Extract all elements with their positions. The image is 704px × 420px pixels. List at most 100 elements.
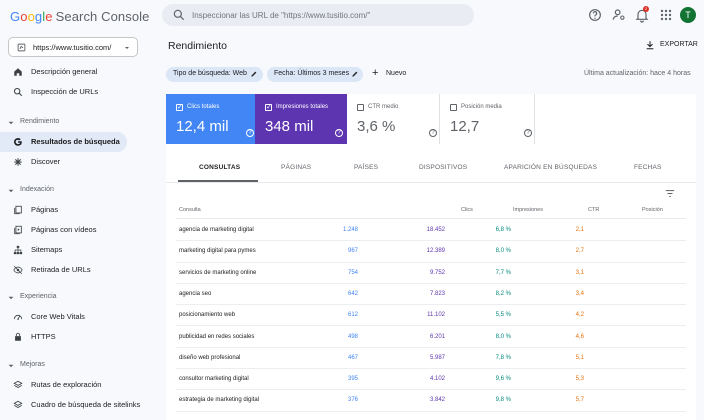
table-row[interactable]: publicidad en redes sociales 498 6.201 8,0 … bbox=[176, 327, 686, 348]
help-icon[interactable]: ? bbox=[429, 129, 437, 137]
url-inspection-input[interactable] bbox=[192, 7, 464, 23]
pages-icon bbox=[14, 205, 22, 215]
position-cell: 3,4 bbox=[575, 290, 584, 297]
account-avatar[interactable]: T bbox=[680, 7, 696, 23]
sidebar-item-overview[interactable]: Descripción general bbox=[0, 62, 127, 82]
ctr-cell: 9,6 % bbox=[495, 376, 511, 383]
sidebar-item-sitelinks-searchbox[interactable]: Cuadro de búsqueda de sitelinks bbox=[0, 395, 140, 415]
ctr-cell: 6,8 % bbox=[495, 227, 511, 233]
sidebar-item-breadcrumbs[interactable]: Rutas de exploración bbox=[0, 375, 127, 395]
sidebar-item-label: Retirada de URLs bbox=[31, 265, 91, 274]
impressions-cell: 6.201 bbox=[429, 333, 445, 340]
manage-users-icon[interactable] bbox=[611, 7, 627, 23]
query-cell: servicios de marketing online bbox=[179, 269, 257, 276]
active-tab-indicator bbox=[178, 180, 258, 182]
section-performance[interactable]: Rendimiento bbox=[0, 116, 140, 130]
filter-rows-icon[interactable] bbox=[665, 189, 675, 198]
section-enhancements[interactable]: Mejoras bbox=[0, 359, 140, 373]
help-icon[interactable] bbox=[587, 7, 603, 23]
notification-badge: 2 bbox=[643, 6, 649, 12]
position-cell: 2,1 bbox=[575, 227, 584, 233]
section-label: Experiencia bbox=[20, 293, 57, 300]
table-row[interactable]: estrategia de marketing digital 376 3.842 9… bbox=[176, 390, 686, 412]
metric-label: CTR medio bbox=[368, 104, 399, 110]
help-icon[interactable]: ? bbox=[246, 129, 254, 137]
position-cell: 2,7 bbox=[575, 248, 584, 255]
sidebar-item-video-pages[interactable]: Páginas con vídeos bbox=[0, 220, 127, 240]
asterisk-icon bbox=[14, 158, 22, 166]
chevron-down-icon bbox=[125, 47, 129, 49]
impressions-cell: 12.389 bbox=[426, 248, 445, 255]
table-row[interactable]: consultor marketing digital 395 4.102 9,6 %… bbox=[176, 369, 686, 391]
check-icon: ✓ bbox=[177, 104, 183, 111]
export-label: EXPORTAR bbox=[660, 41, 698, 48]
filter-chip-search-type[interactable]: Tipo de búsqueda: Web bbox=[166, 67, 263, 82]
section-experience[interactable]: Experiencia bbox=[0, 291, 140, 305]
tab-search-appearance[interactable]: APARICIÓN EN BÚSQUEDAS bbox=[504, 164, 598, 171]
sidebar-item-url-inspection[interactable]: Inspección de URLs bbox=[0, 82, 127, 102]
column-header-clicks[interactable]: Clics bbox=[461, 207, 473, 213]
layers-icon bbox=[13, 380, 23, 388]
sidebar-item-label: Rutas de exploración bbox=[31, 380, 102, 389]
tab-dates[interactable]: FECHAS bbox=[634, 164, 662, 171]
sidebar-item-label: Páginas bbox=[31, 205, 59, 214]
position-cell: 4,6 bbox=[575, 333, 584, 340]
metric-average-position[interactable]: Posición media 12,7 ? bbox=[440, 94, 535, 144]
section-indexing[interactable]: Indexación bbox=[0, 184, 140, 198]
metric-checkbox-unchecked[interactable] bbox=[450, 104, 457, 111]
sidebar-item-core-web-vitals[interactable]: Core Web Vitals bbox=[0, 307, 127, 327]
tab-queries[interactable]: CONSULTAS bbox=[199, 164, 241, 171]
impressions-cell: 3.842 bbox=[429, 397, 445, 404]
filter-chip-date[interactable]: Fecha: Últimos 3 meses bbox=[267, 67, 363, 82]
column-header-ctr[interactable]: CTR bbox=[588, 207, 600, 213]
help-icon[interactable]: ? bbox=[335, 129, 343, 137]
metric-label: Posición media bbox=[461, 104, 502, 110]
sidebar-item-search-results[interactable]: Resultados de búsqueda bbox=[0, 132, 127, 152]
sidebar-item-discover[interactable]: Discover bbox=[0, 152, 127, 172]
table-header: Consulta Clics Impresiones CTR Posición bbox=[176, 199, 686, 219]
metric-checkbox-checked[interactable]: ✓ bbox=[176, 104, 183, 111]
tab-devices[interactable]: DISPOSITIVOS bbox=[419, 164, 468, 171]
table-row[interactable]: diseño web profesional 467 5.987 7,8 % 5,1 bbox=[176, 348, 686, 370]
metric-total-impressions[interactable]: ✓ Impresiones totales 348 mil ? bbox=[255, 94, 347, 144]
logo-product-name: Search Console bbox=[55, 9, 150, 24]
table-row[interactable]: agencia seo 642 7.823 8,2 % 3,4 bbox=[176, 284, 686, 306]
search-icon bbox=[173, 9, 185, 21]
sidebar-item-pages[interactable]: Páginas bbox=[0, 200, 127, 220]
metric-total-clicks[interactable]: ✓ Clics totales 12,4 mil ? bbox=[166, 94, 255, 144]
property-selector[interactable]: https://www.tusitio.com/ bbox=[8, 37, 138, 57]
logo-letter: o bbox=[20, 9, 28, 24]
sidebar-item-sitemaps[interactable]: Sitemaps bbox=[0, 240, 127, 260]
column-header-position[interactable]: Posición bbox=[642, 207, 663, 213]
apps-grid-icon[interactable] bbox=[658, 7, 674, 23]
search-console-logo[interactable]: Google Search Console bbox=[10, 9, 150, 24]
column-header-impressions[interactable]: Impresiones bbox=[513, 207, 543, 213]
sidebar-item-removals[interactable]: Retirada de URLs bbox=[0, 260, 127, 280]
ctr-cell: 8,0 % bbox=[495, 248, 511, 255]
table-row[interactable]: marketing digital para pymes 967 12.389 8,0… bbox=[176, 241, 686, 263]
table-row[interactable]: posicionamiento web 612 11.102 5,5 % 4,2 bbox=[176, 305, 686, 327]
tab-countries[interactable]: PAÍSES bbox=[354, 164, 379, 171]
metric-average-ctr[interactable]: CTR medio 3,6 % ? bbox=[347, 94, 440, 144]
new-filter-label: Nuevo bbox=[386, 70, 407, 77]
column-header-query[interactable]: Consulta bbox=[179, 207, 201, 213]
dimension-tabs: CONSULTAS PÁGINAS PAÍSES DISPOSITIVOS AP… bbox=[166, 154, 696, 182]
filter-chip-label: Fecha: Últimos 3 meses bbox=[274, 70, 350, 77]
impressions-cell: 4.102 bbox=[429, 376, 445, 383]
logo-letter: o bbox=[27, 9, 35, 24]
url-inspection-search[interactable] bbox=[162, 4, 474, 26]
section-collapse-icon bbox=[8, 364, 14, 368]
position-cell: 5,1 bbox=[575, 354, 584, 361]
metric-checkbox-checked[interactable]: ✓ bbox=[265, 104, 272, 111]
sidebar-item-https[interactable]: HTTPS bbox=[0, 327, 127, 347]
help-icon[interactable]: ? bbox=[524, 129, 532, 137]
table-row[interactable]: servicios de marketing online 754 9.752 7,7… bbox=[176, 263, 686, 284]
query-cell: marketing digital para pymes bbox=[179, 248, 256, 255]
sitemap-icon bbox=[13, 245, 23, 255]
metric-checkbox-unchecked[interactable] bbox=[357, 104, 364, 111]
table-row[interactable]: agencia de marketing digital 1.248 18.452 6… bbox=[176, 220, 686, 242]
edit-icon bbox=[251, 71, 257, 77]
sidebar-item-label: Inspección de URLs bbox=[31, 87, 99, 96]
tab-pages[interactable]: PÁGINAS bbox=[281, 164, 312, 171]
